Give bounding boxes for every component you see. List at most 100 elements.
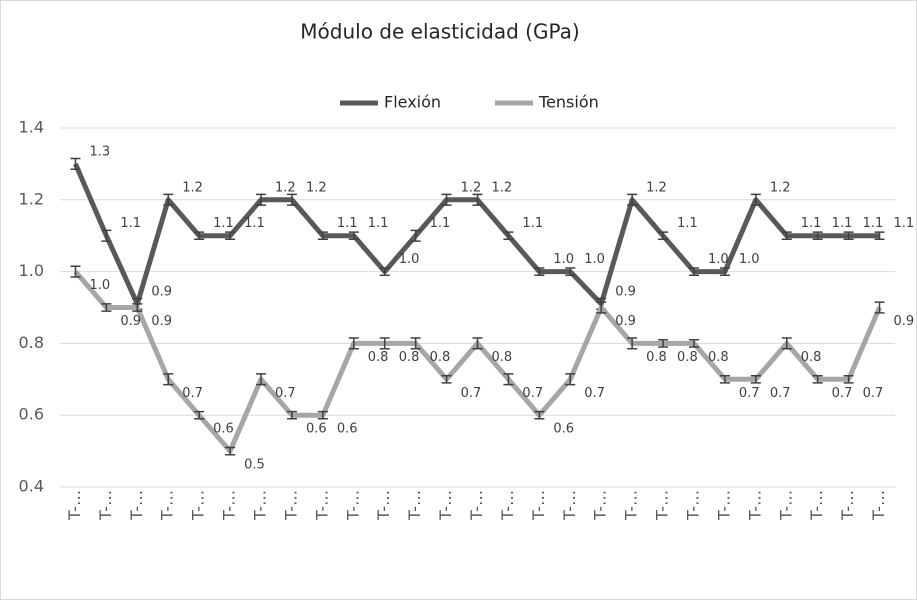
x-tick-label: T-… xyxy=(251,490,270,521)
data-label: 0.9 xyxy=(894,314,915,329)
error-bar xyxy=(596,301,607,314)
x-tick-label: T-… xyxy=(714,490,733,521)
data-label: 1.0 xyxy=(739,252,760,267)
error-bar xyxy=(194,410,205,420)
data-label: 0.7 xyxy=(182,386,203,401)
error-bar xyxy=(225,446,236,456)
error-bar xyxy=(225,231,236,241)
error-bar xyxy=(781,231,792,241)
data-label: 1.0 xyxy=(584,252,605,267)
data-label: 1.1 xyxy=(677,216,698,231)
error-bar xyxy=(503,231,514,241)
error-bar xyxy=(70,265,81,278)
error-bar xyxy=(410,229,421,242)
error-bar xyxy=(627,193,638,206)
x-tick-label: T-… xyxy=(560,490,579,521)
data-label: 0.8 xyxy=(430,350,451,365)
data-label: 0.9 xyxy=(151,284,172,299)
error-bar xyxy=(286,193,297,206)
error-bar xyxy=(132,303,143,312)
error-bar xyxy=(101,229,112,242)
data-label: 0.7 xyxy=(522,386,543,401)
error-bar xyxy=(472,337,483,350)
error-bar xyxy=(317,231,328,241)
x-tick-label: T-… xyxy=(683,490,702,521)
error-bar xyxy=(348,231,359,241)
error-bar xyxy=(565,373,576,386)
error-bar xyxy=(565,267,576,276)
error-bar xyxy=(750,374,761,384)
x-tick-label: T-… xyxy=(467,490,486,521)
data-label: 1.0 xyxy=(708,252,729,267)
error-bar xyxy=(194,231,205,241)
error-bar xyxy=(256,373,267,386)
error-bar xyxy=(781,337,792,350)
error-bar xyxy=(812,374,823,384)
x-tick-label: T-… xyxy=(436,490,455,521)
data-label: 0.8 xyxy=(646,350,667,365)
x-tick-label: T-… xyxy=(529,490,548,521)
error-bar xyxy=(812,231,823,241)
error-bar xyxy=(163,193,174,206)
data-label: 0.8 xyxy=(801,350,822,365)
error-bar xyxy=(534,410,545,420)
data-label: 0.6 xyxy=(337,422,358,437)
error-bar xyxy=(719,267,730,276)
error-bar xyxy=(688,267,699,276)
data-label: 1.2 xyxy=(182,180,203,195)
y-tick-label: 0.4 xyxy=(19,477,44,496)
error-bar xyxy=(688,339,699,348)
error-bar xyxy=(843,374,854,384)
x-tick-label: T-… xyxy=(838,490,857,521)
data-label: 1.1 xyxy=(120,216,141,231)
data-label: 1.1 xyxy=(522,216,543,231)
data-label: 1.2 xyxy=(306,180,327,195)
error-bar xyxy=(379,267,390,276)
error-bar xyxy=(658,339,669,348)
y-tick-label: 0.8 xyxy=(19,333,44,352)
data-label: 0.8 xyxy=(708,350,729,365)
chart-title: Módulo de elasticidad (GPa) xyxy=(300,20,579,44)
data-label: 0.7 xyxy=(832,386,853,401)
data-label: 0.7 xyxy=(461,386,482,401)
x-tick-label: T-… xyxy=(220,490,239,521)
x-tick-label: T-… xyxy=(96,490,115,521)
x-tick-label: T-… xyxy=(745,490,764,521)
data-label: 0.5 xyxy=(244,458,265,473)
error-bar xyxy=(410,337,421,350)
x-tick-label: T-… xyxy=(653,490,672,521)
x-tick-label: T-… xyxy=(776,490,795,521)
data-label: 0.9 xyxy=(615,314,636,329)
data-label: 1.1 xyxy=(801,216,822,231)
data-label: 1.1 xyxy=(430,216,451,231)
legend-label: Tensión xyxy=(538,93,599,112)
data-label: 1.1 xyxy=(832,216,853,231)
data-label: 0.9 xyxy=(120,314,141,329)
error-bar xyxy=(441,374,452,384)
x-tick-label: T-… xyxy=(622,490,641,521)
error-bar xyxy=(256,193,267,206)
error-bar xyxy=(70,157,81,171)
data-label: 1.0 xyxy=(89,278,110,293)
x-tick-label: T-… xyxy=(312,490,331,521)
error-bar xyxy=(874,231,885,241)
data-label: 0.7 xyxy=(770,386,791,401)
data-label: 1.2 xyxy=(461,180,482,195)
x-tick-label: T-… xyxy=(374,490,393,521)
error-bar xyxy=(101,303,112,312)
y-tick-label: 1.2 xyxy=(19,189,44,208)
data-label: 1.1 xyxy=(894,216,915,231)
error-bar xyxy=(874,301,885,314)
x-tick-label: T-… xyxy=(127,490,146,521)
data-label: 0.8 xyxy=(492,350,513,365)
x-tick-label: T-… xyxy=(158,490,177,521)
data-label: 1.1 xyxy=(368,216,389,231)
data-label: 0.6 xyxy=(213,422,234,437)
error-bar xyxy=(658,231,669,241)
data-label: 0.7 xyxy=(275,386,296,401)
error-bar xyxy=(503,373,514,386)
data-label: 0.9 xyxy=(615,284,636,299)
x-tick-label: T-… xyxy=(591,490,610,521)
